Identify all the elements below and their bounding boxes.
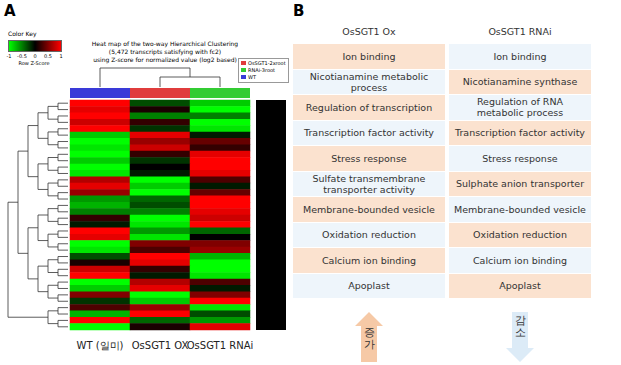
html-text:Oxidation reduction: Oxidation reduction — [473, 229, 567, 241]
svg-text:증: 증 — [364, 326, 375, 339]
html-text:Membrane-bounded vesicle: Membrane-bounded vesicle — [303, 203, 435, 215]
html-text:WT: WT — [248, 74, 256, 80]
html-text:Nicotianamine metabolic proces: Nicotianamine metabolic process — [309, 70, 429, 93]
html-text:0.5: 0.5 — [44, 53, 52, 59]
html-text:Color Key: Color Key — [8, 30, 37, 37]
html-text:-1: -1 — [6, 53, 12, 59]
html-text:Ion binding: Ion binding — [342, 50, 396, 62]
html-text:Ion binding: Ion binding — [493, 50, 547, 62]
svg-text:OsSGT1 OX: OsSGT1 OX — [132, 340, 189, 351]
svg-text:가: 가 — [364, 338, 375, 351]
html-text:RNAi-3root: RNAi-3root — [248, 67, 275, 73]
html-text:Stress response: Stress response — [482, 152, 558, 164]
html-text:A: A — [4, 2, 16, 20]
html-text:Membrane-bounded vesicle: Membrane-bounded vesicle — [454, 203, 586, 215]
html-text:Stress response: Stress response — [331, 152, 407, 164]
html-text:Nicotianamine synthase: Nicotianamine synthase — [462, 76, 578, 88]
html-text:Heat map of the two-way Hierar: Heat map of the two-way Hierarchical Clu… — [91, 40, 239, 63]
html-text:Row Z-Score: Row Z-Score — [18, 60, 50, 66]
html-text:B: B — [293, 2, 305, 20]
html-text:OsSGT1-2xroot: OsSGT1-2xroot — [248, 60, 286, 66]
html-text:Transcription factor activity: Transcription factor activity — [455, 127, 585, 139]
html-text:Apoplast: Apoplast — [499, 280, 541, 292]
html-text:Sulfate transmembrane transpor: Sulfate transmembrane transporter activi… — [312, 172, 426, 195]
html-text:Calcium ion binding: Calcium ion binding — [321, 254, 417, 266]
html-text:-0.5: -0.5 — [17, 53, 27, 59]
html-text:OsSGT1 RNAi: OsSGT1 RNAi — [488, 26, 552, 37]
html-text:Calcium ion binding: Calcium ion binding — [472, 254, 568, 266]
html-text:Regulation of RNA metabolic pr: Regulation of RNA metabolic process — [476, 96, 564, 119]
html-text:OsSGT1 Ox: OsSGT1 Ox — [342, 26, 396, 37]
svg-text:OsSGT1 RNAi: OsSGT1 RNAi — [187, 340, 254, 351]
svg-text:감: 감 — [515, 314, 526, 327]
html-text:Apoplast: Apoplast — [348, 280, 390, 292]
html-text:Sulphate anion transporter: Sulphate anion transporter — [455, 178, 585, 190]
html-text:1: 1 — [59, 53, 63, 59]
html-text:Transcription factor activity: Transcription factor activity — [304, 127, 434, 139]
html-text:Regulation of transcription: Regulation of transcription — [305, 101, 433, 113]
svg-text:소: 소 — [515, 326, 526, 339]
svg-text:WT (일미): WT (일미) — [77, 340, 124, 351]
html-text:Oxidation reduction: Oxidation reduction — [322, 229, 416, 241]
html-text:0: 0 — [33, 53, 37, 59]
